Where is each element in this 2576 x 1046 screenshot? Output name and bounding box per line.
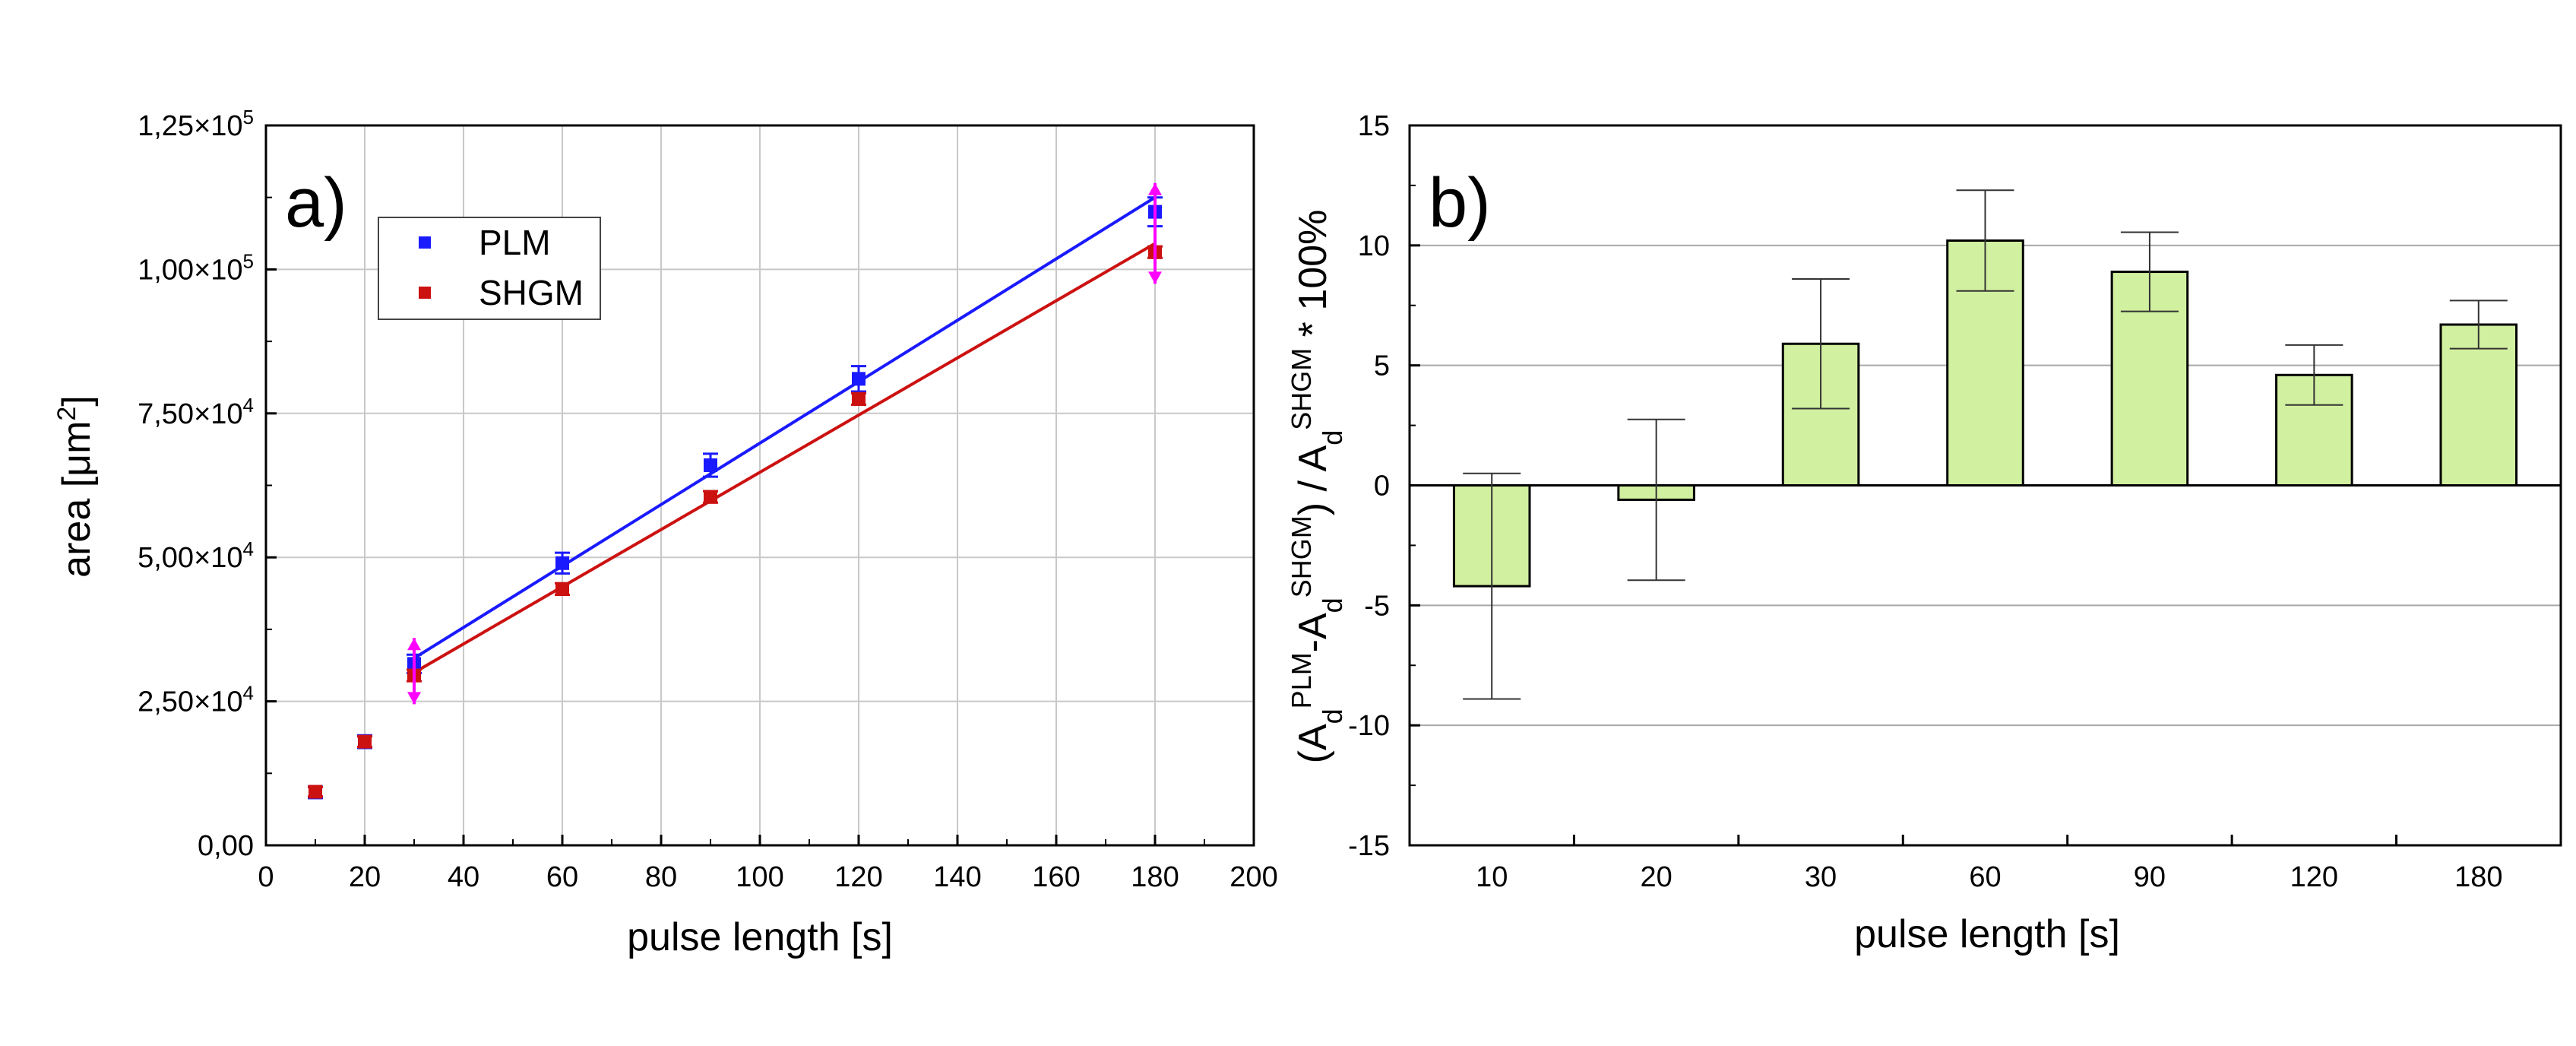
y-tick-label-a: 1,25×105 [138,106,254,142]
y-tick-label-b: -10 [1348,710,1390,742]
x-tick-label-a: 0 [258,861,274,893]
x-tick-label-a: 60 [546,861,578,893]
data-point-shgm [704,490,717,504]
x-tick-label-a: 200 [1229,861,1277,893]
fit-line-plm [413,196,1157,660]
data-point-shgm [555,582,569,596]
magenta-marker-up [407,638,421,651]
x-tick-label-a: 20 [349,861,381,893]
y-tick-label-a: 1,00×105 [138,249,254,286]
fit-line-shgm [413,242,1157,674]
x-tick-label-b: 90 [2134,861,2166,893]
y-tick-label-b: -15 [1348,830,1390,862]
x-tick-label-b: 10 [1476,861,1508,893]
bar [2439,323,2518,487]
chart-panel-b: -15 -10 -5 0 5 10 15 10 20 30 60 90 120 180 b) pulse … [1286,110,2562,956]
magenta-marker-down [407,692,421,705]
x-tick-label-b: 180 [2454,861,2502,893]
x-tick-label-a: 80 [645,861,677,893]
bar [1946,239,2024,487]
legend-shgm-label: SHGM [479,273,584,312]
y-tick-label-b: 0 [1374,471,1390,502]
y-axis-label-a: area [μm2] [52,395,99,578]
y-tick-label-b: 10 [1358,230,1390,262]
x-axis-label-b: pulse length [s] [1854,912,2120,956]
x-tick-label-a: 120 [834,861,882,893]
y-axis-label-b: (AdPLM-AdSHGM) / AdSHGM * 100% [1286,210,1348,764]
y-tick-label-a: 2,50×104 [138,682,254,718]
legend-a: PLM SHGM [378,217,601,320]
bars-b [1452,239,2518,588]
legend-box [378,217,601,320]
panel-label-a: a) [285,164,347,242]
fit-lines-a [413,196,1157,674]
x-tick-label-b: 20 [1641,861,1673,893]
error-bars-b [1463,189,2508,700]
y-tick-label-b: 5 [1374,350,1390,382]
y-tick-label-a: 0,00 [198,830,254,862]
x-tick-label-a: 160 [1032,861,1080,893]
chart-panel-a: 0 20 40 60 80 100 120 140 160 180 200 0,00 2,50×104 5… [52,106,1278,959]
y-tick-label-a: 5,00×104 [138,537,254,574]
x-tick-label-a: 180 [1131,861,1179,893]
x-tick-label-a: 40 [448,861,479,893]
data-point-shgm [852,391,866,406]
data-point-plm [555,556,569,570]
y-tick-label-a: 7,50×104 [138,394,254,430]
ticks-b: -15 -10 -5 0 5 10 15 10 20 30 60 90 120 180 [1348,110,2562,893]
data-point-shgm [358,734,372,749]
panel-label-b: b) [1429,164,1491,242]
y-tick-label-b: -5 [1364,590,1390,622]
x-tick-label-b: 120 [2290,861,2338,893]
legend-shgm-marker [419,287,431,299]
data-point-plm [852,372,866,386]
magenta-marker-down [1148,271,1162,284]
y-tick-label-b: 15 [1358,110,1390,142]
legend-plm-marker [419,236,431,249]
x-tick-label-a: 140 [933,861,981,893]
x-tick-label-b: 60 [1969,861,2001,893]
x-tick-label-b: 30 [1805,861,1837,893]
x-axis-label-a: pulse length [s] [627,915,893,959]
ticks-a: 0 20 40 60 80 100 120 140 160 180 200 0,00 2,50×104 5… [138,106,1278,893]
data-points-a [309,204,1162,800]
data-point-shgm [309,784,322,799]
x-tick-label-a: 100 [736,861,783,893]
data-point-plm [704,458,717,472]
magenta-marker-up [1148,182,1162,195]
magenta-markers-a [407,182,1162,705]
legend-plm-label: PLM [479,223,551,262]
